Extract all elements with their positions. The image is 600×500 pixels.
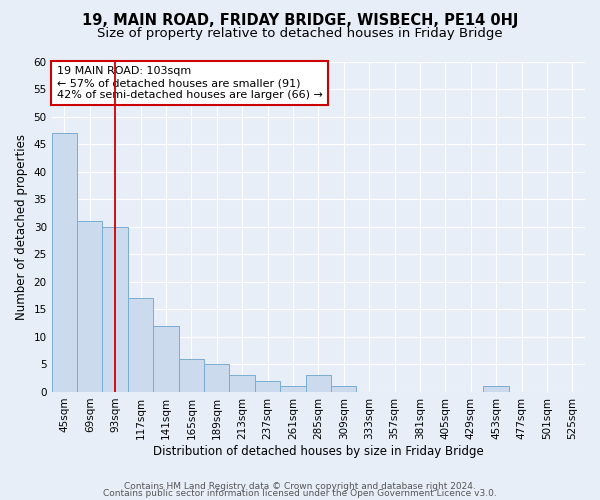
Bar	[484, 386, 509, 392]
Bar	[229, 376, 255, 392]
Text: 19 MAIN ROAD: 103sqm
← 57% of detached houses are smaller (91)
42% of semi-detac: 19 MAIN ROAD: 103sqm ← 57% of detached h…	[57, 66, 323, 100]
Text: Contains HM Land Registry data © Crown copyright and database right 2024.: Contains HM Land Registry data © Crown c…	[124, 482, 476, 491]
Bar	[255, 381, 280, 392]
Bar	[331, 386, 356, 392]
X-axis label: Distribution of detached houses by size in Friday Bridge: Distribution of detached houses by size …	[153, 444, 484, 458]
Bar	[128, 298, 153, 392]
Text: Size of property relative to detached houses in Friday Bridge: Size of property relative to detached ho…	[97, 28, 503, 40]
Text: Contains public sector information licensed under the Open Government Licence v3: Contains public sector information licen…	[103, 490, 497, 498]
Bar	[103, 226, 128, 392]
Bar	[52, 133, 77, 392]
Bar	[204, 364, 229, 392]
Text: 19, MAIN ROAD, FRIDAY BRIDGE, WISBECH, PE14 0HJ: 19, MAIN ROAD, FRIDAY BRIDGE, WISBECH, P…	[82, 12, 518, 28]
Bar	[77, 221, 103, 392]
Bar	[153, 326, 179, 392]
Y-axis label: Number of detached properties: Number of detached properties	[15, 134, 28, 320]
Bar	[179, 359, 204, 392]
Bar	[280, 386, 305, 392]
Bar	[305, 376, 331, 392]
